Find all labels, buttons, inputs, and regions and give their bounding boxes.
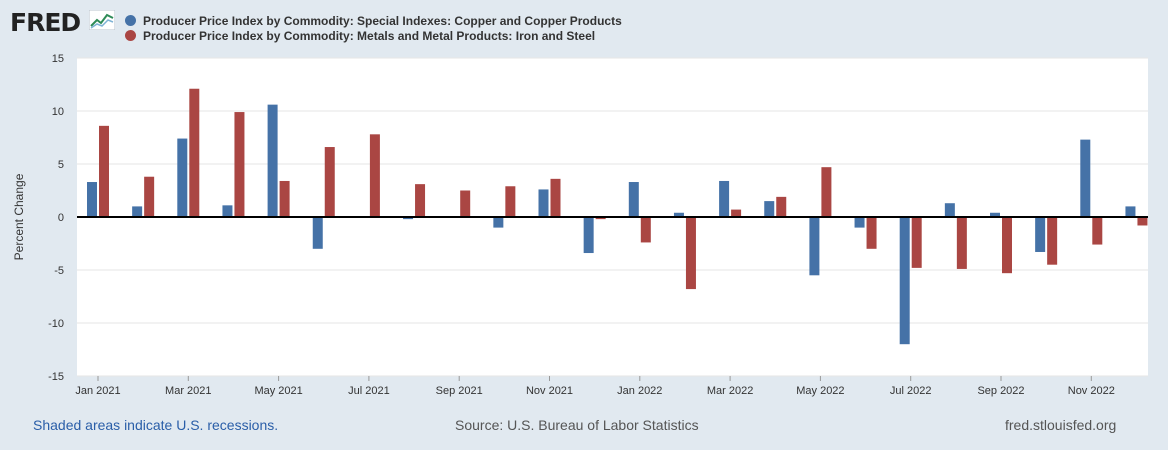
y-tick-label: -5: [54, 265, 64, 277]
y-tick-label: 0: [58, 212, 64, 224]
legend-label-copper: Producer Price Index by Commodity: Speci…: [143, 13, 622, 28]
bar-copper[interactable]: [132, 206, 143, 217]
fred-chart-icon: [89, 10, 115, 30]
bar-copper[interactable]: [177, 138, 188, 217]
y-axis-label: Percent Change: [12, 173, 26, 260]
bar-chart: 15 10 5 0 -5 -10 -15 Jan 2021 Mar 2021 May 2021 Ju…: [12, 53, 1148, 397]
bar-copper[interactable]: [809, 217, 820, 276]
y-tick-label: 10: [52, 106, 64, 118]
chart-legend: Producer Price Index by Commodity: Speci…: [125, 13, 622, 43]
x-tick-label: Nov 2022: [1068, 385, 1115, 397]
bar-iron-steel[interactable]: [911, 217, 922, 268]
bar-copper[interactable]: [719, 180, 730, 217]
y-tick-label: 5: [58, 159, 64, 171]
x-tick-label: May 2022: [796, 385, 844, 397]
site-link[interactable]: fred.stlouisfed.org: [1005, 417, 1117, 433]
bar-copper[interactable]: [1035, 217, 1046, 252]
bar-iron-steel[interactable]: [731, 209, 742, 217]
bar-copper[interactable]: [673, 212, 684, 217]
x-tick-label: Sep 2022: [977, 385, 1024, 397]
bar-iron-steel[interactable]: [144, 176, 155, 217]
bar-copper[interactable]: [899, 217, 910, 345]
fred-logo[interactable]: FRED: [10, 8, 81, 37]
bar-iron-steel[interactable]: [369, 134, 380, 217]
bar-copper[interactable]: [583, 217, 594, 254]
legend-marker-iron-steel: [125, 30, 136, 41]
x-tick-label: Mar 2021: [165, 385, 211, 397]
bar-iron-steel[interactable]: [324, 147, 335, 217]
bar-copper[interactable]: [944, 203, 955, 217]
bar-copper[interactable]: [222, 205, 233, 217]
bar-iron-steel[interactable]: [866, 217, 877, 249]
bar-copper[interactable]: [764, 201, 775, 217]
bar-iron-steel[interactable]: [956, 217, 967, 269]
bar-copper[interactable]: [854, 217, 865, 228]
x-tick-label: Sep 2021: [436, 385, 483, 397]
bar-iron-steel[interactable]: [685, 217, 696, 290]
bar-copper[interactable]: [493, 217, 504, 228]
bar-iron-steel[interactable]: [189, 88, 200, 218]
bar-copper[interactable]: [1080, 139, 1091, 217]
bar-iron-steel[interactable]: [1047, 217, 1058, 265]
x-tick-label: Nov 2021: [526, 385, 573, 397]
bar-iron-steel[interactable]: [550, 178, 561, 217]
x-tick-label: May 2021: [254, 385, 302, 397]
legend-marker-copper: [125, 15, 136, 26]
bar-iron-steel[interactable]: [1137, 217, 1148, 226]
y-tick-label: -15: [48, 371, 64, 383]
bar-iron-steel[interactable]: [595, 217, 606, 220]
bar-iron-steel[interactable]: [460, 190, 471, 218]
bar-copper[interactable]: [267, 104, 278, 217]
legend-item-iron-steel[interactable]: Producer Price Index by Commodity: Metal…: [125, 28, 622, 43]
x-tick-label: Jan 2021: [75, 385, 120, 397]
bar-iron-steel[interactable]: [640, 217, 651, 243]
y-tick-label: -10: [48, 318, 64, 330]
bar-iron-steel[interactable]: [279, 180, 290, 217]
bar-copper[interactable]: [403, 217, 414, 220]
bar-copper[interactable]: [312, 217, 323, 249]
bar-iron-steel[interactable]: [505, 186, 516, 217]
bar-iron-steel[interactable]: [1002, 217, 1012, 274]
bar-iron-steel[interactable]: [821, 167, 832, 217]
x-tick-label: Mar 2022: [707, 385, 753, 397]
bar-copper[interactable]: [990, 212, 1000, 217]
bar-copper[interactable]: [87, 182, 97, 217]
bar-iron-steel[interactable]: [99, 125, 109, 217]
bar-copper[interactable]: [538, 189, 549, 217]
x-tick-label: Jul 2022: [890, 385, 932, 397]
y-tick-label: 15: [52, 53, 64, 65]
bar-copper[interactable]: [628, 182, 639, 217]
x-tick-label: Jul 2021: [348, 385, 390, 397]
source-note: Source: U.S. Bureau of Labor Statistics: [455, 417, 699, 433]
bar-iron-steel[interactable]: [1092, 217, 1103, 245]
bar-iron-steel[interactable]: [776, 196, 787, 217]
recessions-note: Shaded areas indicate U.S. recessions.: [33, 417, 279, 433]
legend-label-iron-steel: Producer Price Index by Commodity: Metal…: [143, 28, 596, 43]
bar-iron-steel[interactable]: [415, 184, 426, 217]
bar-iron-steel[interactable]: [234, 112, 245, 217]
bar-copper[interactable]: [1125, 206, 1136, 217]
legend-item-copper[interactable]: Producer Price Index by Commodity: Speci…: [125, 13, 622, 28]
x-tick-label: Jan 2022: [617, 385, 662, 397]
